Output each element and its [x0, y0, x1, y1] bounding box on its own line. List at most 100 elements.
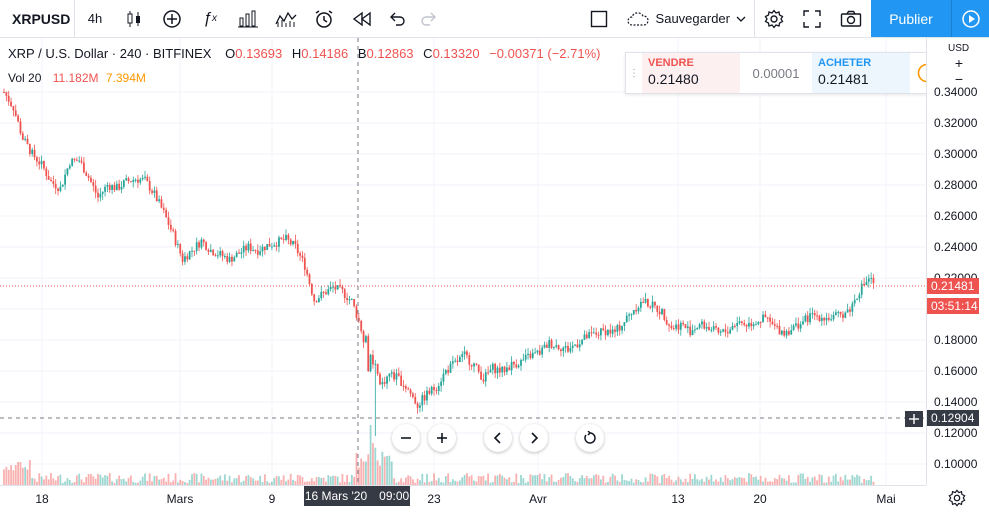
candle-body [545, 344, 548, 348]
volume-bar [148, 473, 151, 485]
candles-icon[interactable] [115, 0, 153, 37]
volume-bar [776, 479, 779, 485]
price-tick: 0.16000 [934, 364, 978, 378]
candle-body [336, 285, 339, 290]
symbol-search[interactable]: XRPUSD [12, 10, 71, 27]
candle-body [628, 314, 630, 316]
candle-body [54, 183, 57, 189]
publish-button[interactable]: Publier [871, 0, 951, 37]
volume-label[interactable]: Vol 20 [8, 71, 42, 85]
candle-body [513, 361, 515, 365]
volume-bar [827, 476, 830, 485]
volume-bar [172, 480, 175, 485]
candle-body [830, 319, 833, 321]
volume-bar [325, 481, 327, 485]
volume-bar [430, 481, 433, 485]
candle-body [158, 199, 160, 202]
volume-bar [209, 479, 212, 485]
candle-body [543, 344, 546, 348]
volume-bar [24, 466, 27, 485]
candle-body [738, 321, 741, 323]
volume-bar [54, 480, 57, 485]
candle-body [87, 175, 90, 178]
volume-bar [811, 477, 814, 485]
candle-body [712, 326, 715, 330]
camera-icon[interactable] [831, 0, 871, 37]
sell-button[interactable]: VENDRE 0.21480 [642, 53, 740, 93]
candle-body [343, 289, 346, 299]
volume-bar [369, 425, 372, 485]
volume-bar [99, 474, 102, 485]
candle-body [322, 291, 325, 293]
volume-bar [275, 476, 278, 485]
time-axis[interactable] [0, 485, 926, 519]
volume-bar [872, 481, 875, 485]
reset-chart-icon[interactable] [576, 424, 604, 452]
axis-settings-gear-icon[interactable] [948, 489, 966, 512]
drag-handle-icon[interactable]: ⋮ [629, 67, 639, 79]
zoom-in-icon[interactable]: + [954, 55, 964, 71]
candle-body [654, 301, 656, 306]
save-button[interactable]: Sauvegarder [618, 11, 754, 27]
candle-body [99, 193, 102, 198]
zoom-in-icon[interactable] [428, 424, 456, 452]
play-icon[interactable] [951, 0, 989, 37]
candle-body [92, 182, 95, 186]
fullscreen-icon[interactable] [793, 0, 831, 37]
symbol-title[interactable]: XRP / U.S. Dollar · 240 · BITFINEX [8, 46, 212, 61]
volume-bar [637, 480, 640, 485]
volume-bars [3, 425, 875, 485]
candle-body [776, 325, 779, 327]
scroll-right-icon[interactable] [520, 424, 548, 452]
candle-body [764, 314, 767, 318]
volume-bar [214, 478, 217, 485]
undo-icon[interactable] [381, 0, 413, 37]
zoom-out-icon[interactable] [392, 424, 420, 452]
interval-button[interactable]: 4h [87, 11, 103, 26]
candle-body [268, 244, 271, 247]
volume-bar [604, 482, 607, 485]
volume-bar [752, 477, 755, 485]
gear-icon[interactable] [755, 0, 793, 37]
zoom-out-icon[interactable]: − [954, 71, 964, 87]
candle-body [576, 344, 579, 348]
volume-bar [216, 477, 219, 485]
volume-bar [87, 473, 90, 485]
candle-body [870, 277, 873, 279]
candle-body [292, 240, 294, 245]
alert-icon[interactable] [305, 0, 343, 37]
buy-button[interactable]: ACHETER 0.21481 [812, 53, 910, 93]
compare-icon[interactable] [229, 0, 267, 37]
volume-bar [639, 481, 642, 485]
volume-bar [778, 474, 781, 485]
volume-bar [541, 479, 544, 485]
candle-body [602, 328, 605, 331]
add-plus-icon[interactable] [905, 411, 923, 427]
candle-body [853, 299, 856, 304]
volume-bar [491, 481, 494, 485]
replay-icon[interactable] [343, 0, 381, 37]
candle-body [285, 234, 287, 240]
volume-bar [574, 481, 576, 485]
candle-body [289, 239, 292, 245]
indicators-icon[interactable] [267, 0, 305, 37]
redo-icon[interactable] [413, 0, 445, 37]
volume-bar [597, 475, 600, 485]
time-tick: 23 [427, 492, 441, 506]
plus-circle-icon[interactable] [153, 0, 191, 37]
sell-label: VENDRE [648, 57, 694, 69]
volume-bar [71, 482, 74, 485]
scroll-left-icon[interactable] [484, 424, 512, 452]
layout-icon[interactable] [580, 0, 618, 37]
candle-body [146, 176, 149, 182]
candle-body [816, 315, 818, 317]
volume-bar [247, 475, 250, 485]
volume-bar [670, 479, 673, 485]
volume-bar [755, 476, 757, 485]
volume-bar [402, 482, 405, 485]
candle-body [383, 382, 386, 384]
candle-body [362, 331, 365, 343]
candle-body [849, 309, 851, 312]
